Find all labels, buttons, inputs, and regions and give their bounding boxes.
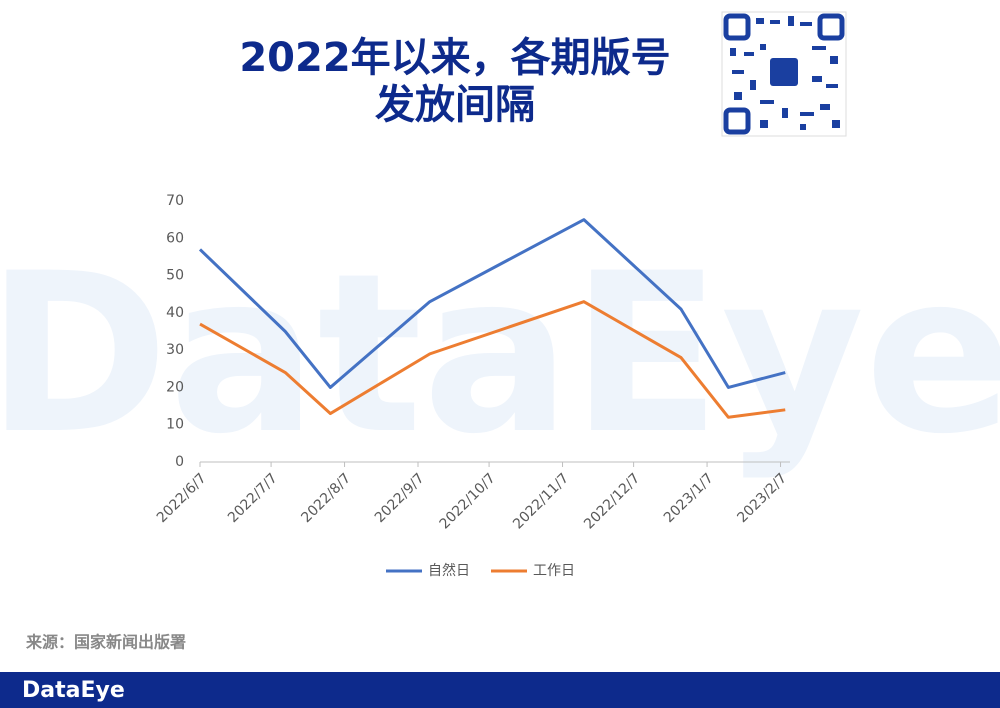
y-tick-label: 60 — [166, 230, 184, 246]
chart-title: 发放间隔 — [375, 82, 535, 128]
source-note: 来源：国家新闻出版署 — [25, 633, 186, 652]
y-tick-label: 10 — [166, 417, 184, 433]
watermark: DataEye — [0, 226, 1000, 482]
y-tick-label: 30 — [166, 342, 184, 358]
legend-label: 自然日 — [428, 562, 470, 579]
y-tick-label: 70 — [166, 193, 184, 209]
y-tick-label: 40 — [166, 305, 184, 321]
chart-title: 2022年以来，各期版号 — [239, 35, 670, 81]
y-tick-label: 50 — [166, 268, 184, 284]
footer-bar — [0, 672, 1000, 708]
y-tick-label: 20 — [166, 379, 184, 395]
series-line — [198, 218, 786, 389]
footer-brand: DataEye — [22, 678, 125, 703]
legend-label: 工作日 — [533, 563, 575, 579]
qr-code — [721, 11, 847, 137]
series-line — [199, 300, 786, 419]
y-tick-label: 0 — [175, 454, 184, 470]
